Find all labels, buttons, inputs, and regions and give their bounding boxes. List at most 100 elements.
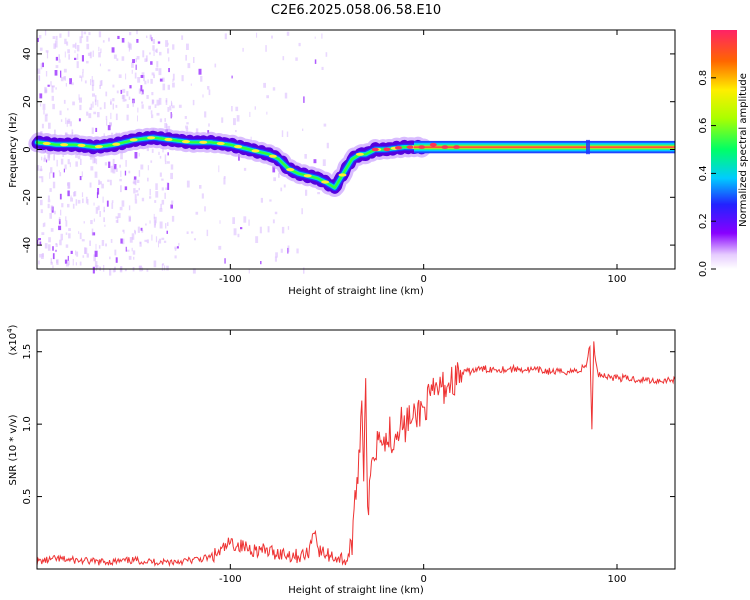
noise-speck (52, 85, 55, 88)
snr-axes: -100 0 100 0.5 1.0 1.5 (22, 330, 675, 585)
noise-speck (166, 265, 169, 271)
noise-speck (141, 101, 144, 104)
noise-speck (134, 199, 138, 204)
noise-speck (64, 164, 67, 170)
noise-speck (140, 164, 144, 170)
noise-speck (93, 254, 96, 262)
spectral-peak (371, 147, 379, 152)
noise-speck (238, 153, 240, 161)
noise-speck (160, 203, 162, 210)
noise-speck (132, 181, 135, 184)
noise-speck (69, 121, 72, 127)
noise-speck (115, 257, 118, 263)
noise-speck (156, 112, 160, 116)
noise-speck (120, 238, 123, 244)
noise-speck (152, 39, 155, 44)
noise-speck (69, 78, 72, 85)
noise-speck (98, 245, 101, 249)
spectral-peak (395, 146, 402, 150)
noise-speck (41, 156, 43, 161)
noise-speck (60, 77, 64, 82)
noise-speck (124, 170, 127, 176)
noise-speck (125, 160, 127, 167)
noise-speck (146, 239, 149, 244)
noise-speck (110, 239, 113, 243)
noise-speck (80, 158, 82, 165)
noise-speck (95, 127, 98, 132)
noise-speck (82, 68, 84, 73)
noise-speck (110, 112, 112, 120)
noise-speck (53, 43, 56, 49)
noise-speck (67, 190, 70, 197)
noise-speck (204, 206, 206, 212)
noise-speck (82, 255, 85, 258)
noise-speck (186, 180, 190, 188)
noise-speck (63, 68, 67, 73)
noise-speck (267, 226, 270, 233)
noise-speck (74, 57, 77, 60)
noise-speck (52, 172, 55, 178)
noise-speck (131, 233, 135, 240)
y-tick-label: 40 (22, 48, 33, 61)
noise-speck (223, 177, 226, 185)
noise-speck (124, 99, 127, 102)
colorbar-axis: 0.0 0.2 0.4 0.6 0.8 (698, 70, 716, 277)
noise-speck (77, 155, 81, 160)
noise-speck (129, 85, 132, 89)
noise-speck (99, 107, 102, 110)
noise-speck (158, 97, 162, 105)
noise-speck (162, 77, 165, 82)
noise-speck (58, 225, 62, 231)
noise-speck (135, 190, 139, 193)
noise-speck (265, 45, 267, 52)
noise-speck (90, 220, 93, 225)
noise-speck (86, 35, 89, 42)
noise-speck (65, 263, 69, 267)
noise-speck (208, 123, 210, 127)
noise-speck (167, 84, 170, 90)
noise-speck (142, 50, 145, 58)
noise-speck (108, 161, 111, 168)
noise-speck (280, 248, 283, 253)
noise-speck (98, 46, 100, 52)
noise-speck (46, 159, 48, 163)
noise-speck (140, 227, 143, 231)
noise-speck (125, 246, 127, 252)
noise-speck (284, 92, 288, 99)
noise-speck (122, 238, 125, 245)
noise-speck (91, 127, 94, 134)
noise-speck (86, 253, 89, 258)
noise-speck (98, 31, 102, 38)
noise-speck (87, 52, 91, 56)
spectral-peak (355, 152, 364, 156)
noise-speck (105, 115, 108, 120)
noise-speck (107, 179, 110, 182)
noise-speck (206, 229, 209, 237)
noise-speck (141, 197, 145, 202)
noise-speck (186, 231, 189, 234)
noise-speck (71, 82, 74, 86)
noise-speck (44, 243, 48, 249)
noise-speck (121, 94, 124, 100)
noise-speck (152, 45, 155, 51)
noise-speck (221, 117, 224, 123)
noise-speck (78, 231, 80, 234)
noise-speck (41, 232, 45, 235)
noise-speck (91, 79, 95, 86)
noise-speck (287, 226, 290, 230)
spectral-peak (418, 145, 426, 149)
noise-speck (174, 255, 177, 259)
noise-speck (162, 83, 166, 91)
noise-speck (114, 249, 117, 256)
noise-speck (67, 108, 69, 111)
noise-speck (99, 63, 101, 67)
noise-speck (38, 35, 42, 39)
noise-speck (125, 73, 127, 80)
noise-speck (70, 250, 73, 254)
noise-speck (141, 104, 144, 109)
noise-speck (170, 164, 174, 170)
noise-speck (126, 114, 129, 121)
noise-speck (185, 54, 187, 61)
noise-speck (136, 30, 138, 35)
noise-speck (166, 123, 168, 130)
